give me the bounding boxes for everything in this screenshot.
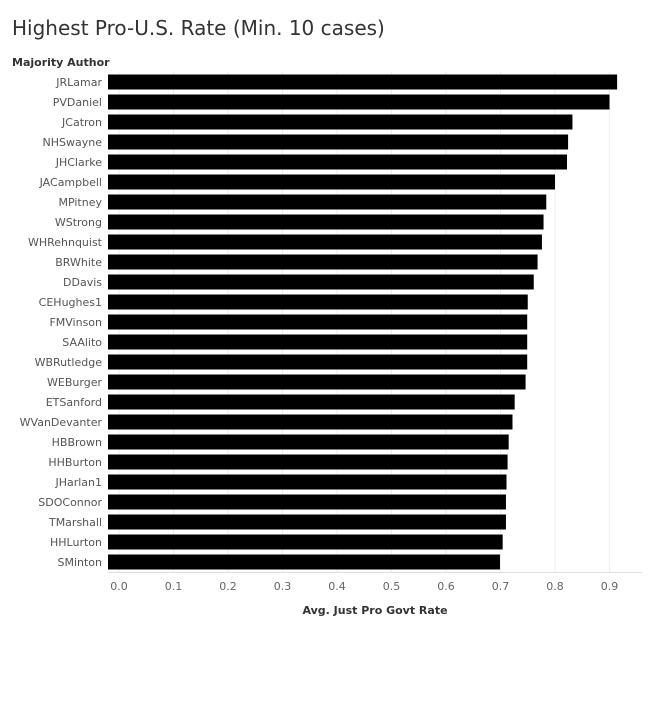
category-label: WStrong [55,216,102,229]
x-tick-label: 0.7 [492,580,510,593]
bar [108,254,538,270]
category-label: DDavis [63,276,102,289]
x-tick-label: 0.9 [601,580,619,593]
chart-title: Highest Pro-U.S. Rate (Min. 10 cases) [12,16,385,40]
bar [108,214,544,230]
category-label: SDOConnor [38,496,102,509]
category-label: MPitney [58,196,102,209]
bar [108,454,508,470]
bar [108,274,534,290]
category-label: TMarshall [48,516,102,529]
category-label: WHRehnquist [28,236,103,249]
category-label: HHBurton [48,456,102,469]
bar [108,334,528,350]
x-tick-label: 0.0 [110,580,128,593]
bar [108,74,618,90]
x-tick-label: 0.8 [546,580,564,593]
category-label: PVDaniel [53,96,102,109]
category-label: FMVinson [49,316,102,329]
category-label: SAAlito [62,336,102,349]
category-label: JHClarke [55,156,102,169]
x-axis-title: Avg. Just Pro Govt Rate [302,604,448,617]
bar [108,134,569,150]
bar [108,314,528,330]
bar [108,294,528,310]
category-label: WBRutledge [35,356,103,369]
x-tick-label: 0.6 [437,580,455,593]
x-tick-label: 0.1 [165,580,183,593]
bar [108,534,503,550]
category-label: SMinton [57,556,102,569]
bar [108,354,528,370]
bar [108,554,500,570]
category-label: JRLamar [55,76,102,89]
bar [108,414,513,430]
category-label: ETSanford [46,396,102,409]
row-header: Majority Author [12,56,110,69]
bar [108,394,515,410]
bar [108,434,509,450]
bar [108,194,547,210]
category-label: CEHughes1 [39,296,102,309]
bar [108,494,506,510]
category-label: BRWhite [55,256,102,269]
category-label: HHLurton [50,536,102,549]
bar [108,474,507,490]
category-label: NHSwayne [43,136,103,149]
bar [108,114,573,130]
x-tick-label: 0.3 [274,580,292,593]
x-tick-label: 0.2 [219,580,237,593]
category-label: WEBurger [47,376,102,389]
category-label: JACampbell [39,176,102,189]
bar [108,154,567,170]
bar [108,374,526,390]
category-label: JHarlan1 [54,476,102,489]
bar [108,94,610,110]
bar [108,514,506,530]
category-label: HBBrown [52,436,102,449]
bar [108,174,555,190]
category-label: JCatron [61,116,102,129]
bar [108,234,542,250]
x-tick-label: 0.4 [328,580,346,593]
x-tick-label: 0.5 [383,580,401,593]
category-label: WVanDevanter [20,416,103,429]
